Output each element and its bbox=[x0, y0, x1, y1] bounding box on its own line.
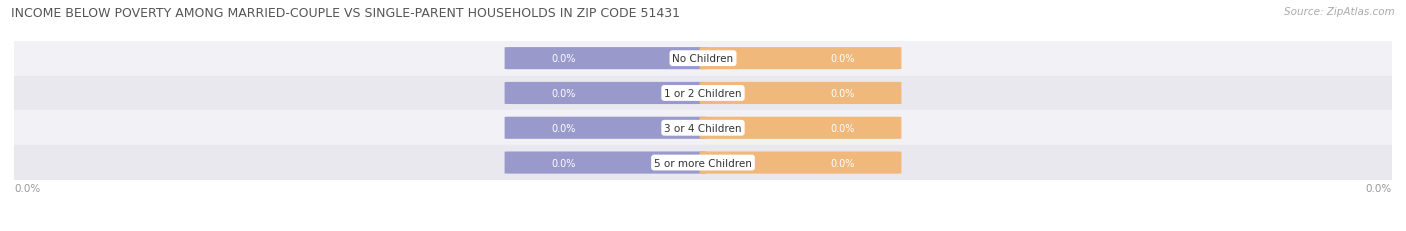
Text: 0.0%: 0.0% bbox=[551, 88, 575, 99]
Text: 0.0%: 0.0% bbox=[831, 123, 855, 133]
FancyBboxPatch shape bbox=[505, 48, 706, 70]
Text: 1 or 2 Children: 1 or 2 Children bbox=[664, 88, 742, 99]
Text: 0.0%: 0.0% bbox=[551, 54, 575, 64]
FancyBboxPatch shape bbox=[700, 152, 901, 174]
Text: INCOME BELOW POVERTY AMONG MARRIED-COUPLE VS SINGLE-PARENT HOUSEHOLDS IN ZIP COD: INCOME BELOW POVERTY AMONG MARRIED-COUPL… bbox=[11, 7, 681, 20]
FancyBboxPatch shape bbox=[700, 82, 901, 105]
Text: 0.0%: 0.0% bbox=[831, 158, 855, 168]
Text: 0.0%: 0.0% bbox=[831, 54, 855, 64]
Bar bbox=[14, 146, 1392, 180]
Bar bbox=[14, 42, 1392, 76]
Text: 0.0%: 0.0% bbox=[14, 183, 41, 193]
Text: No Children: No Children bbox=[672, 54, 734, 64]
Text: 0.0%: 0.0% bbox=[551, 123, 575, 133]
Text: 5 or more Children: 5 or more Children bbox=[654, 158, 752, 168]
FancyBboxPatch shape bbox=[505, 152, 706, 174]
Bar bbox=[14, 111, 1392, 146]
FancyBboxPatch shape bbox=[700, 117, 901, 139]
Text: 0.0%: 0.0% bbox=[1365, 183, 1392, 193]
FancyBboxPatch shape bbox=[505, 82, 706, 105]
Text: 3 or 4 Children: 3 or 4 Children bbox=[664, 123, 742, 133]
Text: 0.0%: 0.0% bbox=[831, 88, 855, 99]
Bar bbox=[14, 76, 1392, 111]
FancyBboxPatch shape bbox=[700, 48, 901, 70]
Text: Source: ZipAtlas.com: Source: ZipAtlas.com bbox=[1284, 7, 1395, 17]
FancyBboxPatch shape bbox=[505, 117, 706, 139]
Text: 0.0%: 0.0% bbox=[551, 158, 575, 168]
